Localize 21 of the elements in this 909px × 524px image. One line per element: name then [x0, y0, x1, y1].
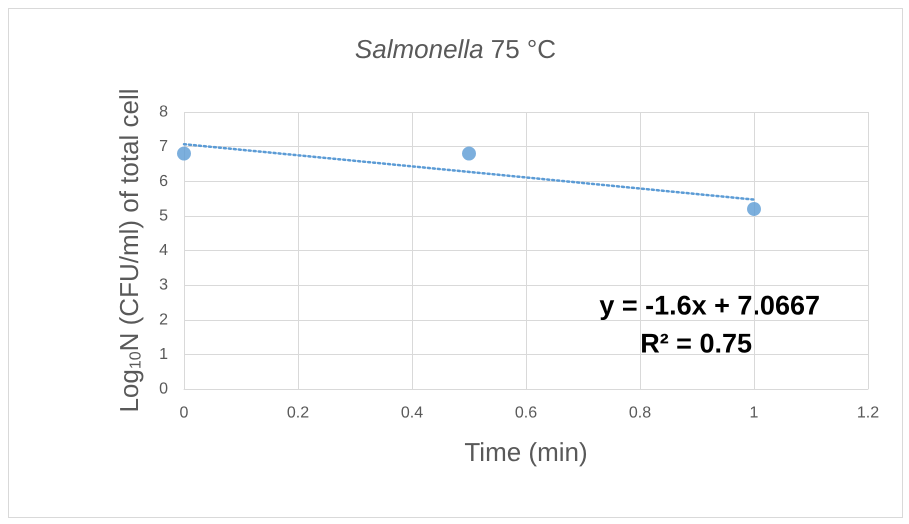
chart-title: Salmonella 75 °C	[354, 34, 556, 64]
annotation: y = -1.6x + 7.0667	[599, 290, 820, 320]
y-tick-label: 6	[159, 172, 168, 190]
y-tick-label: 2	[159, 311, 168, 328]
annotation: R² = 0.75	[640, 328, 752, 358]
y-tick-label: 5	[159, 207, 168, 224]
x-tick-label: 0.6	[514, 404, 538, 422]
y-tick-label: 0	[159, 380, 168, 398]
x-tick-label: 0.8	[628, 404, 652, 422]
y-tick-label: 4	[159, 242, 168, 259]
x-tick-label: 0.2	[286, 404, 310, 422]
x-tick-label: 0	[180, 404, 189, 422]
y-tick-label: 7	[159, 138, 168, 156]
y-tick-label: 3	[159, 276, 168, 294]
y-tick-label: 1	[159, 346, 168, 363]
y-axis-title: Log10N (CFU/ml) of total cell	[114, 88, 144, 413]
x-tick-label: 0.4	[400, 404, 424, 422]
x-tick-label: 1	[750, 404, 759, 422]
x-tick-label: 1.2	[856, 404, 880, 422]
x-axis-title: Time (min)	[464, 437, 588, 467]
y-tick-label: 8	[159, 104, 168, 120]
